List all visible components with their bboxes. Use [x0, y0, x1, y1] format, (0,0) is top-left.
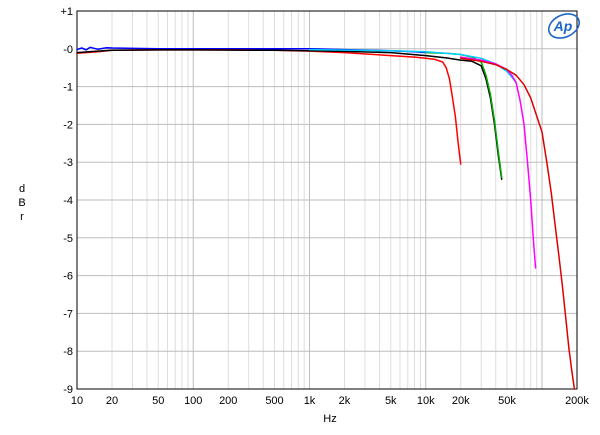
- x-tick-label: 10k: [417, 395, 435, 407]
- y-tick-label: +1: [60, 6, 73, 18]
- y-tick-label: -6: [63, 271, 73, 283]
- x-tick-label: 5k: [385, 395, 397, 407]
- y-axis-label-letter-d: d: [19, 183, 25, 195]
- y-tick-label: -4: [63, 195, 73, 207]
- x-tick-labels: 10 20 50 100 200 500 1k 2k 5k 10k 20k 50k 200k: [71, 395, 590, 407]
- y-tick-label: -5: [63, 233, 73, 245]
- y-axis-label-letter-b: B: [18, 197, 25, 209]
- y-tick-label: -2: [63, 119, 73, 131]
- x-tick-label: 500: [265, 395, 283, 407]
- y-axis-label-letter-r: r: [20, 211, 24, 223]
- series-line-4: [425, 51, 503, 179]
- x-tick-label: 1k: [304, 395, 316, 407]
- series-line-2: [76, 49, 462, 165]
- x-axis-label: Hz: [323, 413, 336, 425]
- x-tick-label: 50k: [498, 395, 516, 407]
- x-tick-label: 2k: [339, 395, 351, 407]
- x-tick-label: 50: [152, 395, 164, 407]
- series-layer: [76, 46, 576, 390]
- y-tick-label: -0: [63, 44, 73, 56]
- series-line-5: [308, 48, 517, 84]
- x-tick-label: 100: [184, 395, 202, 407]
- x-tick-label: 200: [219, 395, 237, 407]
- y-tick-label: -7: [63, 308, 73, 320]
- y-tick-labels: +1 -0 -1 -2 -3 -4 -5 -6 -7 -8 -9: [60, 6, 73, 396]
- x-tick-label: 20k: [452, 395, 470, 407]
- y-tick-label: -9: [63, 384, 73, 396]
- x-tick-label: 10: [71, 395, 83, 407]
- y-tick-label: -8: [63, 346, 73, 358]
- series-line-7: [459, 57, 576, 390]
- ap-logo: Ap: [547, 13, 581, 39]
- y-axis-label: d B r: [18, 183, 25, 223]
- series-line-6: [459, 56, 537, 269]
- x-tick-label: 20: [106, 395, 118, 407]
- x-tick-label: 200k: [565, 395, 589, 407]
- series-line-3: [76, 49, 503, 180]
- plot-frame: [76, 10, 578, 390]
- y-tick-label: -3: [63, 157, 73, 169]
- y-tick-label: -1: [63, 82, 73, 94]
- ap-logo-text: Ap: [553, 18, 573, 34]
